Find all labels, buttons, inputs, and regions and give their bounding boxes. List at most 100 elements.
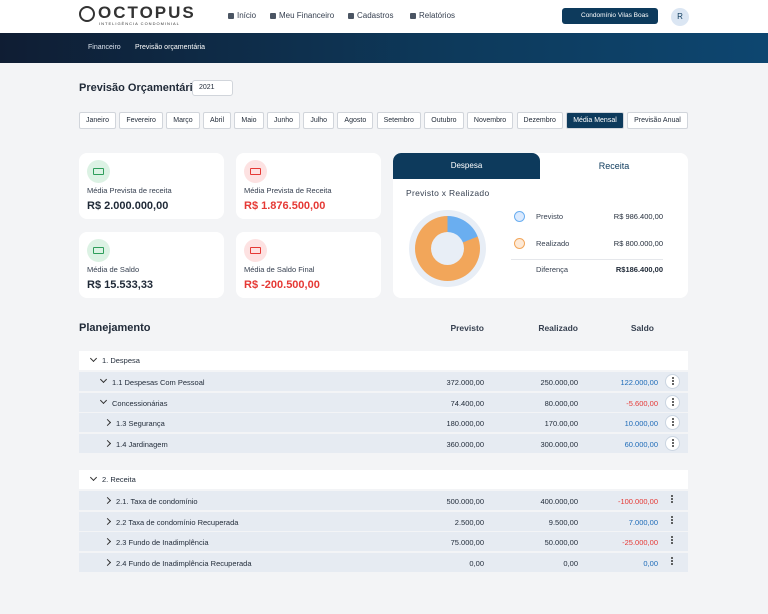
row-name: 2.3 Fundo de Inadimplência	[116, 538, 209, 547]
row-name: 1.3 Segurança	[116, 419, 165, 428]
cell-previsto: 75.000,00	[450, 538, 484, 547]
column-header: Saldo	[630, 323, 654, 333]
nav-icon[interactable]	[270, 13, 276, 19]
card-value: R$ 15.533,33	[87, 279, 154, 291]
kebab[interactable]	[665, 394, 680, 410]
summary-card: Média Prevista de receita R$ 2.000.000,00	[79, 153, 224, 219]
kebab-dot	[672, 438, 674, 441]
month-button[interactable]: Setembro	[376, 112, 421, 129]
card-value: R$ -200.500,00	[244, 279, 320, 291]
plan-row[interactable]: 2.1. Taxa de condomínio 500.000,00 400.000…	[79, 491, 688, 510]
year-select[interactable]: 2021	[192, 80, 233, 96]
month-button[interactable]: Agosto	[337, 112, 374, 129]
group-header[interactable]: 1. Despesa	[79, 351, 688, 370]
planning-title: Planejamento	[79, 322, 151, 334]
card-icon-glyph	[93, 168, 104, 175]
cell-realizado: 0,00	[563, 558, 578, 568]
tab[interactable]: Despesa	[393, 153, 540, 179]
cell-realizado: 400.000,00	[540, 497, 578, 506]
kebab-dot	[671, 542, 673, 544]
month-button[interactable]: Maio	[234, 112, 264, 129]
kebab-dot	[672, 383, 674, 385]
kebab-dot	[672, 421, 674, 423]
plan-row[interactable]: Concessionárias 74.400,00 80.000,00 -5.600,…	[79, 392, 688, 412]
kebab-dot	[671, 498, 673, 500]
panel-title: Previsto x Realizado	[406, 188, 490, 198]
nav-item[interactable]: Início	[237, 11, 257, 20]
kebab[interactable]	[665, 555, 680, 570]
panel-label: Previsto	[536, 212, 564, 221]
kebab[interactable]	[665, 534, 680, 549]
chevron	[103, 496, 112, 505]
kebab-dot	[672, 397, 674, 400]
tab[interactable]: Receita	[598, 161, 630, 171]
nav-item[interactable]: Cadastros	[357, 11, 394, 20]
month-button[interactable]: Outubro	[424, 112, 464, 129]
avatar[interactable]: R	[671, 8, 689, 26]
chevron	[103, 439, 112, 447]
condo-name[interactable]: Condomínio Vilas Boas	[581, 12, 649, 19]
month-bar: Janeiro Fevereiro Março Abril Maio Junho Julho…	[79, 112, 688, 129]
cell-saldo: 122.000,00	[620, 378, 658, 387]
group-name: 2. Receita	[102, 475, 136, 484]
plan-row[interactable]: 2.3 Fundo de Inadimplência 75.000,00 50.00…	[79, 532, 688, 551]
month-button[interactable]: Abril	[203, 112, 232, 129]
nav-icon[interactable]	[410, 13, 416, 19]
month-button[interactable]: Média Mensal	[566, 112, 624, 129]
panel-value: R$186.400,00	[615, 265, 663, 274]
cell-previsto: 74.400,00	[450, 398, 484, 408]
month-button[interactable]: Julho	[303, 112, 335, 129]
month-button[interactable]: Março	[166, 112, 200, 129]
breadcrumb-bar	[0, 33, 768, 63]
breadcrumb[interactable]: Financeiro	[88, 44, 121, 51]
kebab-dot	[671, 556, 673, 559]
cell-saldo: 7.000,00	[628, 517, 658, 527]
chevron	[99, 396, 108, 404]
card-icon	[87, 160, 110, 183]
plan-row[interactable]: 1.4 Jardinagem 360.000,00 300.000,00 60.000…	[79, 433, 688, 453]
card-icon-glyph	[250, 247, 261, 254]
kebab-dot	[671, 521, 673, 524]
kebab-dot	[672, 400, 674, 403]
kebab[interactable]	[665, 435, 680, 451]
cell-previsto: 2.500,00	[454, 517, 484, 527]
month-button[interactable]: Janeiro	[79, 112, 116, 129]
plan-row[interactable]: 2.2 Taxa de condomínio Recuperada 2.500,0…	[79, 511, 688, 531]
chevron	[103, 537, 112, 546]
divider	[511, 259, 663, 260]
card-label: Média de Saldo Final	[244, 265, 315, 274]
card-label: Média Prevista de receita	[87, 186, 172, 195]
chevron	[103, 517, 112, 525]
year[interactable]: 2021	[199, 84, 215, 91]
kebab[interactable]	[665, 374, 680, 389]
donut-hole	[431, 232, 464, 265]
row-icon	[514, 211, 525, 222]
month-button[interactable]: Fevereiro	[119, 112, 163, 129]
month-button[interactable]: Previsão Anual	[627, 112, 688, 129]
kebab[interactable]	[665, 493, 680, 508]
month-button[interactable]: Junho	[266, 112, 300, 129]
cell-saldo: 60.000,00	[624, 439, 658, 449]
panel-value: R$ 986.400,00	[613, 212, 663, 221]
nav-icon[interactable]	[228, 13, 234, 19]
kebab[interactable]	[665, 415, 680, 430]
card-icon-glyph	[250, 168, 261, 175]
kebab-dot	[671, 515, 673, 518]
nav-item[interactable]: Meu Financeiro	[279, 11, 335, 20]
kebab[interactable]	[665, 514, 680, 529]
condo-button[interactable]: Condomínio Vilas Boas	[562, 8, 658, 24]
logo-icon	[79, 6, 95, 22]
plan-row[interactable]: 2.4 Fundo de Inadimplência Recuperada 0,0…	[79, 552, 688, 572]
chevron	[103, 558, 112, 566]
plan-row[interactable]: 1.3 Segurança 180.000,00 170.00,00 10.000,0…	[79, 413, 688, 432]
group-name: 1. Despesa	[102, 356, 140, 365]
nav-icon[interactable]	[348, 13, 354, 19]
month-button[interactable]: Novembro	[466, 112, 514, 129]
kebab-dot	[672, 418, 674, 420]
nav-item[interactable]: Relatórios	[419, 11, 456, 20]
plan-row[interactable]: 1.1 Despesas Com Pessoal 372.000,00 250.00…	[79, 372, 688, 391]
panel-label: Diferença	[536, 265, 569, 274]
summary-card: Média de Saldo Final R$ -200.500,00	[236, 232, 381, 298]
group-header[interactable]: 2. Receita	[79, 470, 688, 489]
month-button[interactable]: Dezembro	[516, 112, 563, 129]
